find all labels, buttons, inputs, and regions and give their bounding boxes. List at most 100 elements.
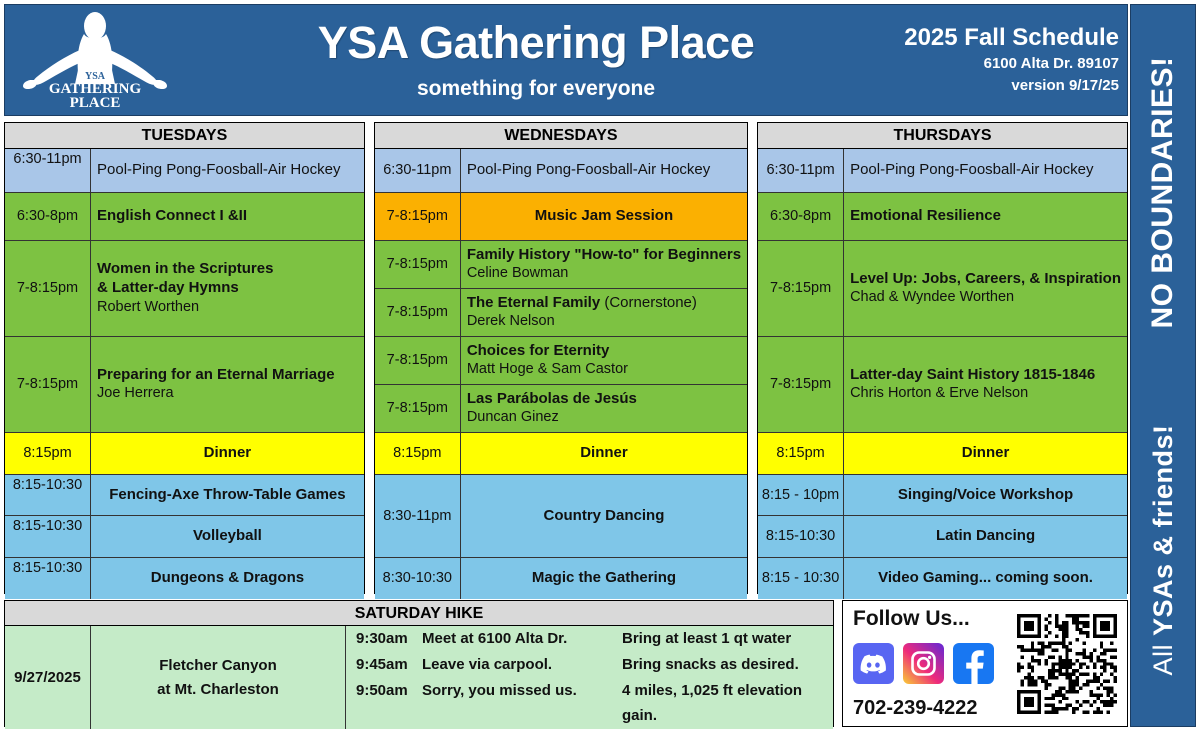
schedule-row: 7-8:15pm Preparing for an Eternal Marriag… <box>5 337 364 433</box>
row-presenter: Chris Horton & Erve Nelson <box>850 385 1029 402</box>
row-content: Latter-day Saint History 1815-1846 Chris … <box>844 337 1127 432</box>
schedule-row: 8:15pm Dinner <box>374 433 748 475</box>
row-time: 8:15-10:30 <box>758 516 845 557</box>
qr-code[interactable] <box>1015 607 1119 720</box>
row-content: Dinner <box>461 433 747 474</box>
row-content: Pool-Ping Pong-Foosball-Air Hockey <box>844 149 1127 192</box>
row-time: 7-8:15pm <box>375 289 461 336</box>
row-time: 8:15pm <box>375 433 461 474</box>
schedule-row: 8:15-10:30 Dungeons & Dragons <box>5 558 364 599</box>
row-presenter: Derek Nelson <box>466 313 555 330</box>
row-content: Emotional Resilience <box>844 193 1127 240</box>
logo-text-line3: PLACE <box>70 95 121 110</box>
schedule-row: 8:15-10:30 Volleyball <box>5 516 364 558</box>
row-time: 8:15-10:30 <box>5 558 91 599</box>
version-label: version 9/17/25 <box>1011 77 1119 94</box>
hike-detail-time: 9:30am <box>356 630 408 647</box>
row-presenter: Chad & Wyndee Worthen <box>850 289 1015 306</box>
row-content: Pool-Ping Pong-Foosball-Air Hockey <box>461 149 747 192</box>
row-content: Dinner <box>844 433 1127 474</box>
schedule-row: 7-8:15pm Music Jam Session <box>374 193 748 241</box>
row-time: 8:15-10:30 <box>5 516 91 557</box>
row-presenter: Duncan Ginez <box>466 409 559 426</box>
row-title: Volleyball <box>192 527 262 545</box>
hike-detail-activity: Meet at 6100 Alta Dr. <box>422 630 568 647</box>
row-title: Dinner <box>203 444 252 462</box>
schedule-row: 6:30-11pm Pool-Ping Pong-Foosball-Air Hoc… <box>758 149 1127 193</box>
day-rows: 6:30-11pm Pool-Ping Pong-Foosball-Air Hoc… <box>374 149 748 599</box>
hike-detail-line: 9:30am Meet at 6100 Alta Dr. Bring at leas… <box>356 626 833 652</box>
row-time: 8:15-10:30 <box>5 475 91 515</box>
row-presenter: Robert Worthen <box>97 298 200 315</box>
saturday-hike-heading: SATURDAY HIKE <box>5 601 833 626</box>
logo: YSA GATHERING PLACE <box>5 5 185 115</box>
row-title: Music Jam Session <box>534 207 674 225</box>
row-title: Pool-Ping Pong-Foosball-Air Hockey <box>466 161 711 179</box>
side-banner-main: NO BOUNDARIES! <box>1146 56 1179 329</box>
schedule-row: 7-8:15pm Women in the Scriptures & Latter-… <box>5 241 364 337</box>
facebook-icon[interactable] <box>953 643 994 685</box>
follow-us-panel: Follow Us... <box>842 600 1128 727</box>
row-title: Dinner <box>580 444 628 462</box>
schedule-row: 8:15pm Dinner <box>758 433 1127 475</box>
row-content: Singing/Voice Workshop <box>844 475 1127 515</box>
bottom-section: SATURDAY HIKE 9/27/2025 Fletcher Canyon … <box>4 600 1128 730</box>
ysa-gathering-place-logo-icon: YSA GATHERING PLACE <box>23 12 167 110</box>
row-content: The Eternal Family (Cornerstone) Derek Ne… <box>461 289 747 336</box>
schedule-row: 8:15 - 10:30 Video Gaming... coming soon. <box>758 558 1127 599</box>
row-content: Volleyball <box>91 516 364 557</box>
row-time: 7-8:15pm <box>375 337 461 384</box>
row-time: 8:15 - 10pm <box>758 475 845 515</box>
row-time: 6:30-11pm <box>375 149 461 192</box>
instagram-icon[interactable] <box>903 643 944 685</box>
schedule-row: 7-8:15pm Latter-day Saint History 1815-18… <box>758 337 1127 433</box>
row-content: Women in the Scriptures & Latter-day Hymn… <box>91 241 364 336</box>
hike-detail-line: 9:45am Leave via carpool. Bring snacks as … <box>356 652 833 678</box>
row-time: 8:15pm <box>5 433 91 474</box>
day-header: WEDNESDAYS <box>374 123 748 149</box>
row-time: 7-8:15pm <box>375 193 461 240</box>
row-title: Latter-day Saint History 1815-1846 <box>850 365 1096 383</box>
discord-icon[interactable] <box>853 643 894 685</box>
side-banner-sub: All YSAs & friends! <box>1147 423 1178 676</box>
row-title: The Eternal Family (Cornerstone) <box>466 293 697 311</box>
row-content: Magic the Gathering <box>461 558 747 599</box>
page-title: YSA Gathering Place <box>317 17 755 69</box>
schedule-row: 7-8:15pm The Eternal Family (Cornerstone)… <box>374 289 748 337</box>
social-links <box>853 643 1015 685</box>
row-title: Emotional Resilience <box>850 207 1001 225</box>
day-column-wednesdays: WEDNESDAYS 6:30-11pm Pool-Ping Pong-Foosba… <box>373 122 749 599</box>
row-time: 6:30-11pm <box>5 149 91 192</box>
row-time: 6:30-8pm <box>5 193 91 240</box>
row-content: Dungeons & Dragons <box>91 558 364 599</box>
season-label: 2025 Fall Schedule <box>904 23 1119 51</box>
logo-text-line1: YSA <box>85 71 106 82</box>
header-meta: 2025 Fall Schedule 6100 Alta Dr. 89107 v… <box>897 23 1127 98</box>
day-column-tuesdays: TUESDAYS 6:30-11pm Pool-Ping Pong-Foosball… <box>4 122 365 599</box>
schedule-row: 8:15-10:30 Latin Dancing <box>758 516 1127 558</box>
schedule-row: 8:30-11pm Country Dancing <box>374 475 748 558</box>
hike-location-line1: Fletcher Canyon <box>159 657 277 675</box>
row-title: Pool-Ping Pong-Foosball-Air Hockey <box>97 161 341 179</box>
row-content: Choices for Eternity Matt Hoge & Sam Cast… <box>461 337 747 384</box>
row-time: 7-8:15pm <box>758 337 845 432</box>
follow-us-title: Follow Us... <box>853 607 970 630</box>
schedule-row: 7-8:15pm Level Up: Jobs, Careers, & Inspi… <box>758 241 1127 337</box>
logo-text-line2: GATHERING <box>49 81 142 97</box>
row-title: Choices for Eternity <box>466 341 610 359</box>
poster-header: YSA GATHERING PLACE YSA Gathering Place … <box>4 4 1128 116</box>
row-presenter: Matt Hoge & Sam Castor <box>466 361 628 378</box>
phone-number: 702-239-4222 <box>853 697 978 719</box>
schedule-row: 8:30-10:30 Magic the Gathering <box>374 558 748 599</box>
row-presenter: Celine Bowman <box>466 265 569 282</box>
row-content: Family History "How-to" for Beginners Cel… <box>461 241 747 288</box>
hike-detail-line: 9:50am Sorry, you missed us. 4 miles, 1,02… <box>356 678 833 730</box>
schedule-row: 6:30-8pm English Connect I &II <box>5 193 364 241</box>
row-title: Women in the Scriptures <box>97 260 274 278</box>
row-title-line2: & Latter-day Hymns <box>97 279 239 297</box>
row-content: Pool-Ping Pong-Foosball-Air Hockey <box>91 149 364 192</box>
row-title: English Connect I &II <box>97 207 248 225</box>
row-content: Level Up: Jobs, Careers, & Inspiration Ch… <box>844 241 1127 336</box>
row-content: Las Parábolas de Jesús Duncan Ginez <box>461 385 747 432</box>
row-time: 8:15pm <box>758 433 845 474</box>
